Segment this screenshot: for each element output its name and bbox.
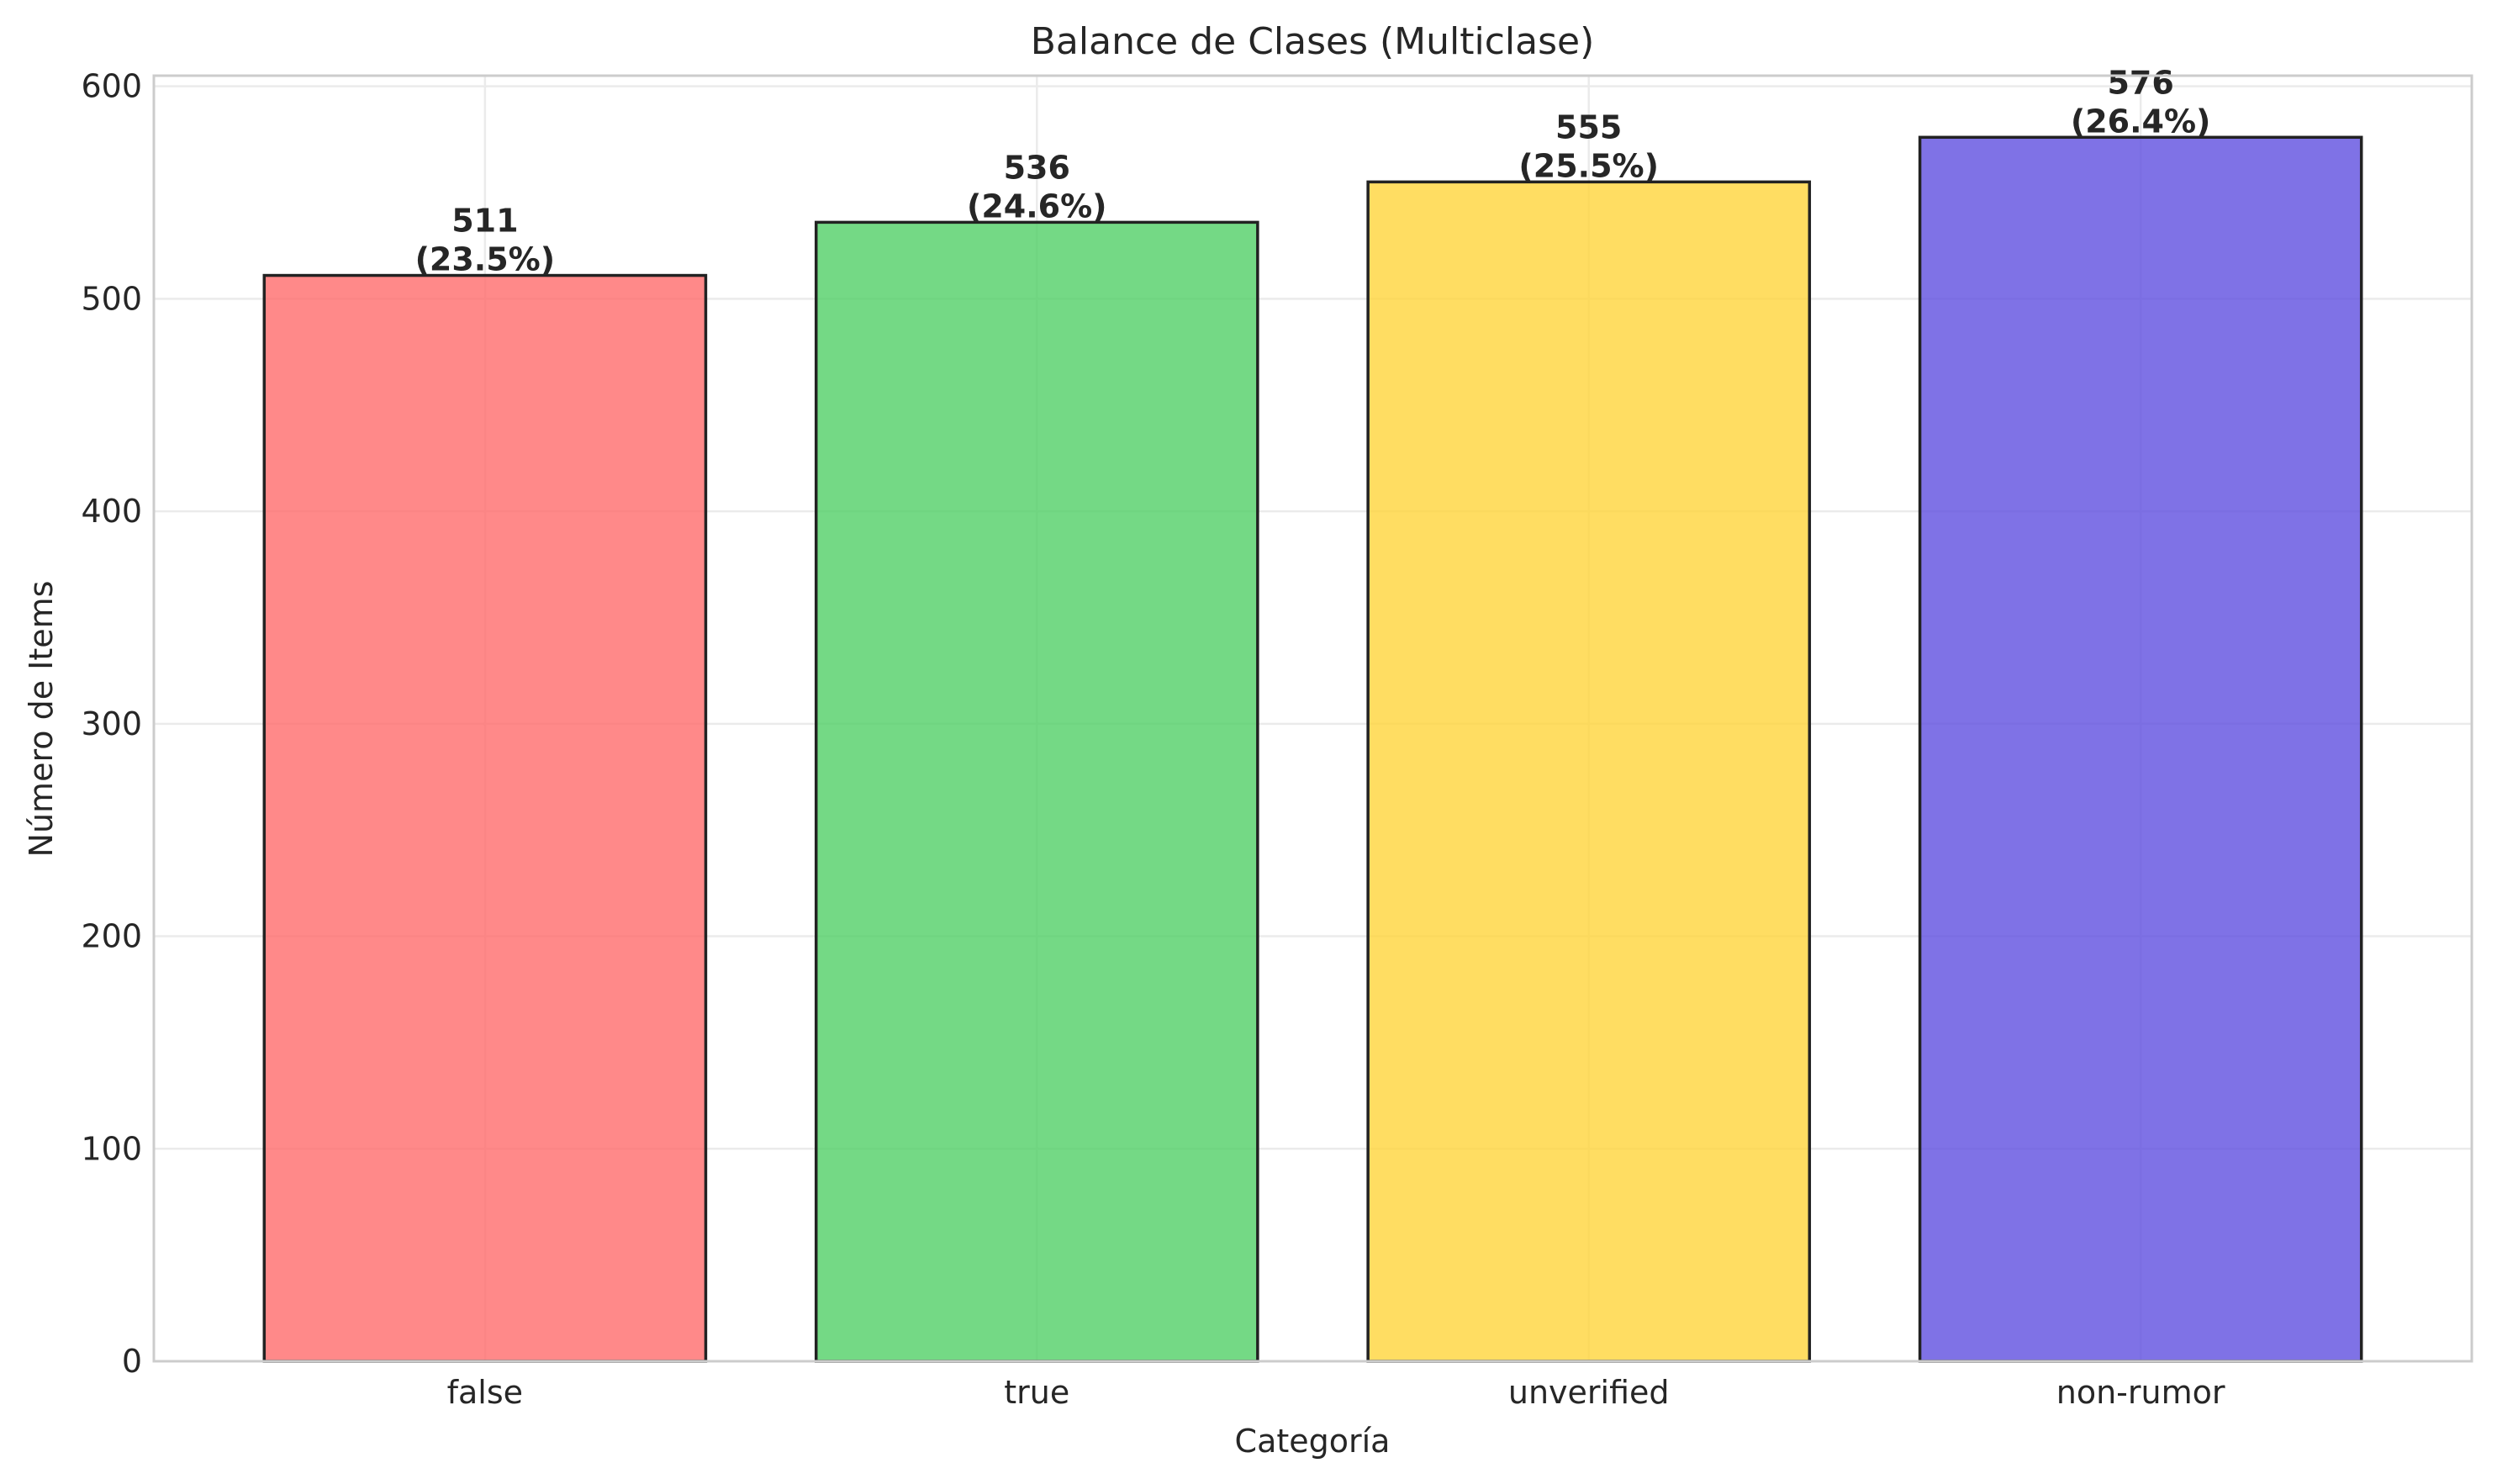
plot-frame: [152, 74, 2473, 1363]
bar-percent-label: (23.5%): [415, 241, 556, 278]
bar-non-rumor: [1918, 135, 2363, 1363]
bar-value-label: 576: [2107, 64, 2173, 101]
axis-ticks: 0 100 200 300 400 500 600 false true unverified no…: [81, 68, 2225, 1411]
bars: [262, 135, 2363, 1363]
bar-false: [262, 273, 708, 1363]
y-tick-label: 0: [122, 1343, 142, 1380]
bar-percent-label: (25.5%): [1518, 147, 1659, 184]
x-axis-label: Categoría: [1235, 1423, 1391, 1460]
y-tick-label: 500: [81, 280, 142, 317]
data-labels: 511(23.5%) 536(24.6%) 555(25.5%) 576(26.4%): [415, 64, 2211, 277]
bar-value-label: 536: [1004, 149, 1070, 186]
bar-unverified: [1366, 180, 1812, 1363]
chart-title: Balance de Clases (Multiclase): [1031, 20, 1595, 63]
y-axis-label: Número de Items: [23, 581, 60, 858]
y-tick-label: 400: [81, 493, 142, 530]
x-tick-label: true: [1004, 1374, 1069, 1411]
bar-percent-label: (26.4%): [2071, 103, 2211, 140]
y-tick-label: 200: [81, 918, 142, 955]
x-tick-label: non-rumor: [2056, 1374, 2225, 1411]
y-tick-label: 600: [81, 68, 142, 105]
bar-true: [814, 220, 1259, 1363]
bar-value-label: 511: [451, 203, 518, 240]
bar-percent-label: (24.6%): [967, 187, 1107, 224]
x-tick-label: unverified: [1508, 1374, 1670, 1411]
y-tick-label: 300: [81, 705, 142, 742]
bar-value-label: 555: [1555, 108, 1622, 145]
x-tick-label: false: [447, 1374, 523, 1411]
y-tick-label: 100: [81, 1130, 142, 1167]
